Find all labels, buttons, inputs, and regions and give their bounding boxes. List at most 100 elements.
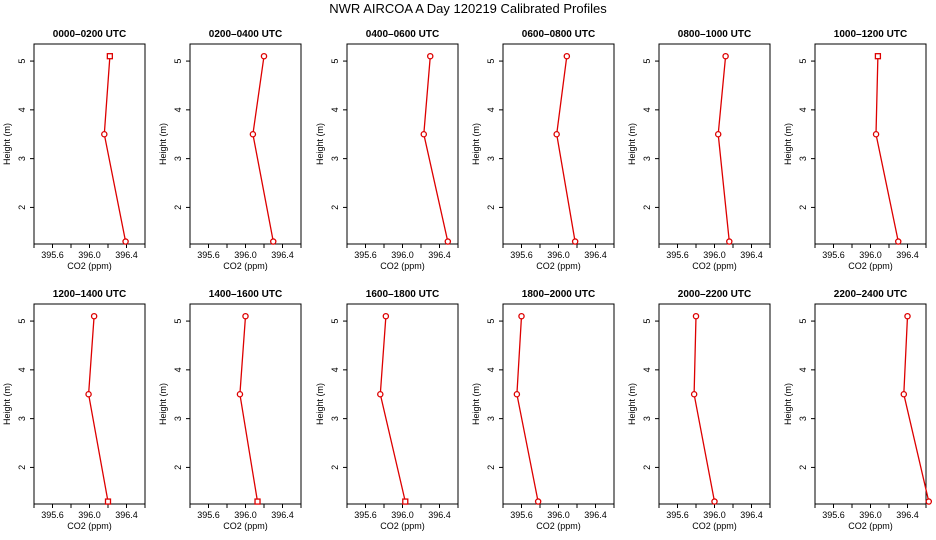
y-tick-label: 2 [173, 465, 183, 470]
plot-frame [814, 303, 927, 505]
profile-panel: 0600–0800 UTC 395.6 396.0 396.4 2 3 4 5 CO2 (ppm… [471, 29, 615, 271]
y-tick-label: 3 [330, 416, 340, 421]
x-tick-label: 396.4 [271, 510, 294, 520]
data-point-circle [426, 52, 434, 60]
y-tick-label: 2 [798, 465, 808, 470]
data-point-square [874, 53, 882, 60]
y-tick-label: 4 [330, 367, 340, 372]
x-tick-label: 396.4 [428, 250, 451, 260]
panel-title: 2200–2400 UTC [834, 289, 907, 300]
x-tick-label: 395.6 [822, 510, 845, 520]
panel-title: 1200–1400 UTC [53, 289, 126, 300]
y-tick-label: 5 [798, 59, 808, 64]
profile-panel: 0800–1000 UTC 395.6 396.0 396.4 2 3 4 5 CO2 (ppm… [627, 29, 771, 271]
panel-title: 0600–0800 UTC [522, 29, 595, 40]
data-point-circle [553, 130, 560, 138]
data-point-circle [690, 390, 698, 398]
plot-frame [189, 43, 302, 245]
data-point-circle [85, 390, 92, 398]
panel-title: 1400–1600 UTC [209, 289, 282, 300]
data-point-circle [444, 238, 452, 245]
x-tick-label: 396.0 [78, 250, 101, 260]
profile-panel: 1000–1200 UTC 395.6 396.0 396.4 2 3 4 5 CO2 (ppm… [783, 29, 927, 271]
profile-line [423, 56, 449, 242]
data-point-circle [518, 312, 525, 320]
y-tick-label: 3 [486, 156, 496, 161]
x-axis-label: CO2 (ppm) [536, 261, 581, 271]
data-point-circle [726, 238, 733, 245]
x-axis-label: CO2 (ppm) [380, 521, 425, 531]
y-axis-label: Height (m) [315, 383, 325, 425]
x-tick-label: 395.6 [354, 250, 377, 260]
data-point-circle [122, 238, 129, 245]
data-point-circle [900, 390, 908, 398]
data-point-square [106, 53, 113, 60]
x-tick-label: 396.0 [391, 250, 414, 260]
data-point-circle [377, 390, 384, 398]
data-point-circle [513, 390, 521, 398]
data-point-circle [249, 130, 257, 138]
profile-panel: 1400–1600 UTC 395.6 396.0 396.4 2 3 4 5 CO2 (ppm… [158, 289, 302, 531]
x-tick-label: 396.4 [896, 250, 919, 260]
data-point-circle [382, 312, 390, 320]
y-tick-label: 5 [173, 59, 183, 64]
data-point-square [104, 498, 112, 505]
y-axis-label: Height (m) [627, 123, 637, 165]
y-tick-label: 5 [330, 59, 340, 64]
x-tick-label: 396.0 [859, 250, 882, 260]
y-tick-label: 4 [173, 367, 183, 372]
y-tick-label: 3 [642, 156, 652, 161]
x-tick-label: 396.4 [740, 250, 763, 260]
y-axis-label: Height (m) [2, 123, 12, 165]
plot-frame [33, 43, 146, 245]
data-point-circle [269, 238, 277, 245]
panel-title: 0200–0400 UTC [209, 29, 282, 40]
data-point-circle [563, 52, 571, 60]
profile-panel: 0200–0400 UTC 395.6 396.0 396.4 2 3 4 5 CO2 (ppm… [158, 29, 302, 271]
x-tick-label: 396.0 [703, 510, 726, 520]
y-tick-label: 5 [642, 319, 652, 324]
y-tick-label: 2 [642, 465, 652, 470]
plot-frame [658, 43, 771, 245]
y-axis-label: Height (m) [471, 123, 481, 165]
y-axis-label: Height (m) [315, 123, 325, 165]
profile-line [239, 316, 259, 502]
y-tick-label: 4 [17, 107, 27, 112]
y-tick-label: 4 [798, 367, 808, 372]
x-tick-label: 395.6 [822, 250, 845, 260]
y-tick-label: 2 [330, 205, 340, 210]
x-tick-label: 396.4 [896, 510, 919, 520]
data-point-square [402, 498, 409, 505]
x-axis-label: CO2 (ppm) [223, 261, 268, 271]
data-point-circle [722, 52, 729, 60]
x-axis-label: CO2 (ppm) [848, 521, 893, 531]
data-point-circle [101, 130, 108, 138]
y-tick-label: 5 [486, 319, 496, 324]
x-tick-label: 396.0 [703, 250, 726, 260]
y-tick-label: 5 [486, 59, 496, 64]
profile-line [693, 316, 716, 502]
y-tick-label: 4 [486, 367, 496, 372]
x-tick-label: 395.6 [666, 250, 689, 260]
y-tick-label: 5 [17, 59, 27, 64]
y-axis-label: Height (m) [158, 383, 168, 425]
x-tick-label: 395.6 [41, 250, 64, 260]
x-tick-label: 396.4 [428, 510, 451, 520]
y-tick-label: 5 [330, 319, 340, 324]
data-point-circle [236, 390, 244, 398]
profile-panel: 1600–1800 UTC 395.6 396.0 396.4 2 3 4 5 CO2 (ppm… [315, 289, 459, 531]
y-tick-label: 3 [642, 416, 652, 421]
data-point-circle [925, 498, 933, 505]
data-point-circle [420, 130, 428, 138]
profile-panel: 0000–0200 UTC 395.6 396.0 396.4 2 3 4 5 CO2 (ppm… [2, 29, 146, 271]
x-tick-label: 396.0 [859, 510, 882, 520]
panel-title: 1000–1200 UTC [834, 29, 907, 40]
y-axis-label: Height (m) [783, 123, 793, 165]
x-axis-label: CO2 (ppm) [380, 261, 425, 271]
panel-title: 1600–1800 UTC [366, 289, 439, 300]
x-axis-label: CO2 (ppm) [536, 521, 581, 531]
x-tick-label: 396.0 [234, 510, 257, 520]
y-tick-label: 2 [486, 205, 496, 210]
data-point-circle [895, 238, 902, 245]
